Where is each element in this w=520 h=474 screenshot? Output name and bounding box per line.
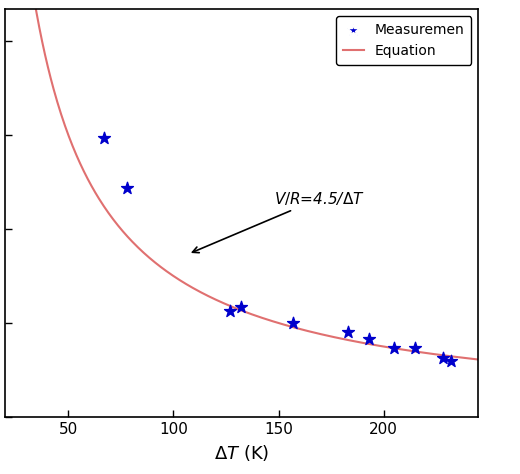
Measuremen [447, 357, 455, 365]
Equation [475, 356, 482, 362]
Text: $V/R$=4.5/$\Delta T$: $V/R$=4.5/$\Delta T$ [192, 190, 365, 253]
Measuremen [237, 303, 245, 311]
Measuremen [438, 354, 447, 361]
Measuremen [390, 344, 398, 352]
Measuremen [411, 344, 420, 352]
Equation [464, 356, 470, 361]
Equation [227, 303, 233, 309]
Measuremen [100, 134, 108, 142]
Measuremen [289, 319, 297, 327]
Equation [258, 315, 264, 320]
Equation [284, 323, 290, 328]
Equation [390, 345, 396, 351]
Equation [230, 304, 236, 310]
Measuremen [226, 307, 235, 314]
X-axis label: $\Delta T$ (K): $\Delta T$ (K) [214, 443, 269, 463]
Line: Equation: Equation [5, 0, 478, 359]
Measuremen [365, 335, 373, 343]
Measuremen [123, 184, 132, 192]
Legend: Measuremen, Equation: Measuremen, Equation [336, 17, 472, 65]
Measuremen [344, 328, 352, 336]
